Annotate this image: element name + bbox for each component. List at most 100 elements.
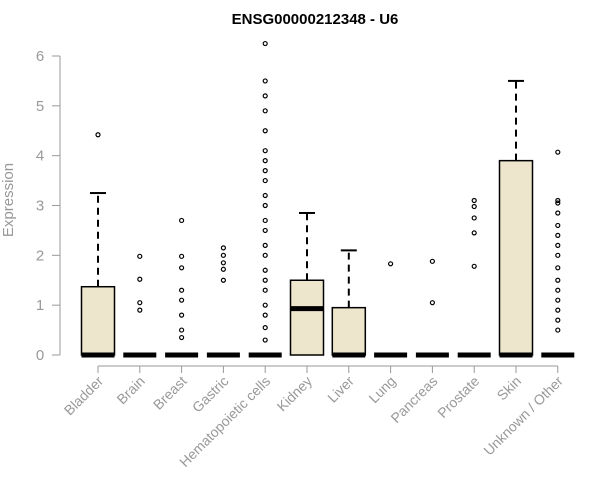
outlier-point (262, 168, 268, 174)
outlier-point (262, 40, 268, 47)
box-group (331, 249, 367, 358)
chart-title: ENSG00000212348 - U6 (232, 11, 399, 28)
outlier-point (262, 128, 268, 134)
outlier-point (220, 245, 226, 251)
outlier-point (262, 148, 268, 154)
y-axis-label: Expression (0, 163, 17, 237)
outlier-point (179, 253, 185, 259)
outlier-point (555, 287, 561, 293)
box-group (498, 79, 534, 358)
y-axis: 0 1 2 3 4 5 6 (36, 48, 61, 364)
outlier-point (471, 263, 477, 269)
box-group (415, 258, 449, 358)
outlier-point (388, 261, 394, 267)
outlier-point (262, 324, 268, 331)
outlier-point (262, 287, 268, 293)
y-tick-label: 0 (36, 347, 44, 364)
box-group (289, 211, 325, 356)
box-group (457, 197, 491, 358)
outlier-point (262, 312, 268, 318)
outlier-point (555, 149, 561, 155)
outlier-point (179, 327, 185, 333)
x-tick-label: Unknown / Other (480, 373, 566, 459)
x-tick-label: Breast (150, 373, 190, 413)
outlier-point (179, 287, 185, 293)
outlier-point (555, 222, 561, 229)
outlier-point (555, 277, 561, 283)
outlier-point (137, 253, 143, 259)
y-tick-label: 1 (36, 297, 44, 314)
outlier-point (471, 197, 477, 204)
outlier-point (220, 252, 226, 258)
outlier-point (555, 242, 561, 248)
outlier-point (555, 210, 561, 216)
y-tick-label: 3 (36, 198, 44, 215)
outlier-point (555, 327, 561, 333)
outlier-point (262, 158, 268, 164)
outlier-point (262, 202, 268, 209)
box-series (80, 40, 575, 358)
outlier-point (137, 307, 143, 313)
x-tick-label: Skin (494, 373, 525, 404)
outlier-point (220, 266, 226, 272)
outlier-point (555, 252, 561, 258)
box-group (206, 245, 240, 358)
box-group (165, 217, 199, 358)
outlier-point (220, 260, 226, 266)
box-group (123, 253, 157, 358)
outlier-point (555, 265, 561, 271)
outlier-point (555, 307, 561, 313)
outlier-point (220, 277, 226, 283)
y-tick-label: 4 (36, 148, 44, 165)
outlier-point (471, 215, 477, 221)
outlier-point (262, 78, 268, 84)
y-tick-label: 5 (36, 98, 44, 115)
outlier-point (262, 192, 268, 199)
x-tick-label: Lung (365, 373, 398, 406)
x-tick-label: Bladder (61, 373, 107, 419)
outlier-point (555, 297, 561, 303)
outlier-point (262, 108, 268, 114)
outlier-point (471, 230, 477, 236)
outlier-point (137, 300, 143, 306)
outlier-point (179, 217, 185, 224)
x-tick-label: Prostate (434, 373, 482, 421)
outlier-point (179, 312, 185, 318)
box (498, 159, 534, 356)
box (331, 306, 367, 356)
x-tick-label: Brain (113, 373, 147, 407)
outlier-point (179, 265, 185, 271)
outlier-point (555, 200, 561, 206)
outlier-point (262, 217, 268, 224)
outlier-point (262, 177, 268, 184)
outlier-point (95, 132, 101, 138)
outlier-point (555, 232, 561, 238)
box-group (80, 132, 116, 358)
outlier-point (262, 337, 268, 343)
outlier-point (262, 227, 268, 234)
outlier-point (429, 300, 435, 306)
outlier-point (262, 93, 268, 99)
outlier-point (262, 242, 268, 248)
outlier-point (179, 297, 185, 303)
box (289, 279, 325, 356)
outlier-point (262, 252, 268, 258)
outlier-point (555, 317, 561, 323)
y-tick-label: 2 (36, 247, 44, 264)
y-tick-label: 6 (36, 48, 44, 65)
outlier-point (179, 334, 185, 341)
outlier-point (555, 197, 561, 204)
outlier-point (262, 302, 268, 308)
box-group (248, 40, 282, 358)
outlier-point (262, 267, 268, 273)
box (80, 285, 116, 356)
outlier-point (429, 258, 435, 264)
outlier-point (471, 203, 477, 210)
outlier-point (262, 277, 268, 283)
box-group (541, 149, 575, 358)
outlier-point (137, 276, 143, 282)
x-tick-label: Liver (324, 373, 357, 406)
